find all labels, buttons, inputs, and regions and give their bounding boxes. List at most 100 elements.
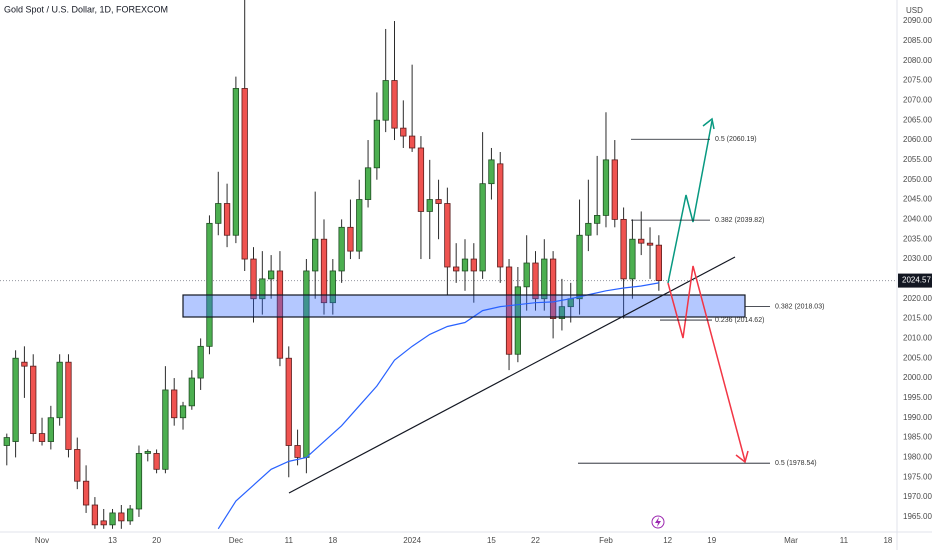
y-tick-label: 1990.00 (903, 413, 932, 422)
currency-label: USD (906, 6, 923, 15)
trend-line (288, 256, 736, 494)
event-icon[interactable] (651, 515, 665, 529)
candle-body (100, 520, 107, 526)
candle-body (268, 270, 275, 280)
candle-body (532, 262, 539, 300)
candle-body (241, 88, 248, 260)
support-zone (182, 294, 746, 318)
candle-body (426, 199, 433, 212)
candle-body (479, 183, 486, 272)
last-price-label: 2024.57 (902, 276, 931, 285)
lightning (655, 517, 661, 527)
candle-body (620, 218, 627, 280)
candle-body (497, 163, 504, 268)
y-tick-label: 2090.00 (903, 16, 932, 25)
candle-body (312, 238, 319, 272)
y-tick-label: 2035.00 (903, 234, 932, 243)
candle-body (197, 345, 204, 379)
last-price-box (898, 273, 932, 288)
candle-body (294, 445, 301, 458)
fib-label: 0.236 (2014.62) (715, 317, 764, 324)
candle-body (250, 258, 257, 300)
x-tick-label: 19 (707, 536, 716, 545)
candle-body (329, 270, 336, 304)
x-tick-label: 18 (328, 536, 337, 545)
candle-body (320, 238, 328, 304)
candle-body (382, 80, 389, 121)
candle-body (285, 357, 292, 446)
x-tick-label: 13 (108, 536, 117, 545)
candle-body (30, 365, 37, 435)
candle-body (179, 405, 187, 419)
candle-body (3, 437, 10, 446)
y-tick-label: 1975.00 (903, 472, 932, 481)
y-tick-label: 2060.00 (903, 135, 932, 144)
candle-body (232, 88, 240, 236)
candle-body (188, 377, 195, 407)
candle-body (223, 203, 231, 236)
candle-body (356, 199, 363, 252)
x-tick-label: 18 (883, 536, 892, 545)
y-tick-label: 2010.00 (903, 334, 932, 343)
candle-body (488, 159, 495, 185)
candle-body (655, 244, 662, 281)
candle-body (276, 270, 284, 359)
candle-body (541, 258, 548, 300)
candle-body (47, 417, 54, 442)
candle-body (576, 234, 583, 300)
candle-body (408, 135, 416, 149)
candle-body (153, 453, 160, 470)
drawings (182, 117, 770, 494)
candle-body (611, 159, 618, 220)
candle-body (549, 258, 557, 319)
x-tick-label: 2024 (403, 536, 421, 545)
plot-area (0, 0, 897, 530)
candle-body (347, 226, 354, 252)
candle-body (82, 480, 90, 506)
y-tick-label: 2080.00 (903, 56, 932, 65)
candle-body (91, 504, 99, 526)
y-tick-label: 2000.00 (903, 373, 932, 382)
y-tick-label: 1980.00 (903, 453, 932, 462)
candle-body (373, 119, 381, 169)
candle-body (594, 215, 601, 224)
chart-title: Gold Spot / U.S. Dollar, 1D, FOREXCOM (4, 4, 168, 14)
arrow-head (702, 117, 715, 130)
candle-body (602, 159, 610, 216)
candle-body (400, 127, 407, 137)
y-tick-label: 2050.00 (903, 175, 932, 184)
candle-body (523, 262, 530, 288)
candle-body (127, 508, 134, 522)
y-tick-label: 2040.00 (903, 214, 932, 223)
y-tick-label: 2065.00 (903, 115, 932, 124)
candle-body (461, 258, 469, 272)
fib-label: 0.5 (2060.19) (715, 136, 757, 143)
x-tick-label: 15 (487, 536, 496, 545)
bullish-arrow (667, 120, 713, 284)
x-tick-label: 11 (840, 536, 849, 545)
fib-label: 0.382 (2018.03) (775, 303, 824, 310)
candle-body (585, 222, 592, 236)
x-tick-label: 20 (152, 536, 161, 545)
fib-label: 0.5 (1978.54) (775, 460, 817, 467)
candle-body (206, 222, 213, 347)
y-tick-label: 2070.00 (903, 95, 932, 104)
candle-body (444, 203, 451, 268)
candle-body (12, 357, 19, 442)
candle-body (638, 238, 645, 244)
candle-body (109, 512, 116, 526)
candle-body (171, 389, 178, 419)
candle-body (74, 449, 81, 482)
candle-body (391, 80, 398, 129)
y-tick-label: 2005.00 (903, 353, 932, 362)
x-tick-label: 12 (663, 536, 672, 545)
candle-body (514, 286, 521, 355)
candle-body (470, 258, 477, 272)
y-tick-label: 1995.00 (903, 393, 932, 402)
candle-body (364, 167, 372, 200)
candle-body (558, 306, 566, 319)
candle-body (629, 238, 636, 280)
x-tick-label: Feb (599, 536, 613, 545)
y-tick-label: 1985.00 (903, 433, 932, 442)
y-tick-label: 2030.00 (903, 254, 932, 263)
